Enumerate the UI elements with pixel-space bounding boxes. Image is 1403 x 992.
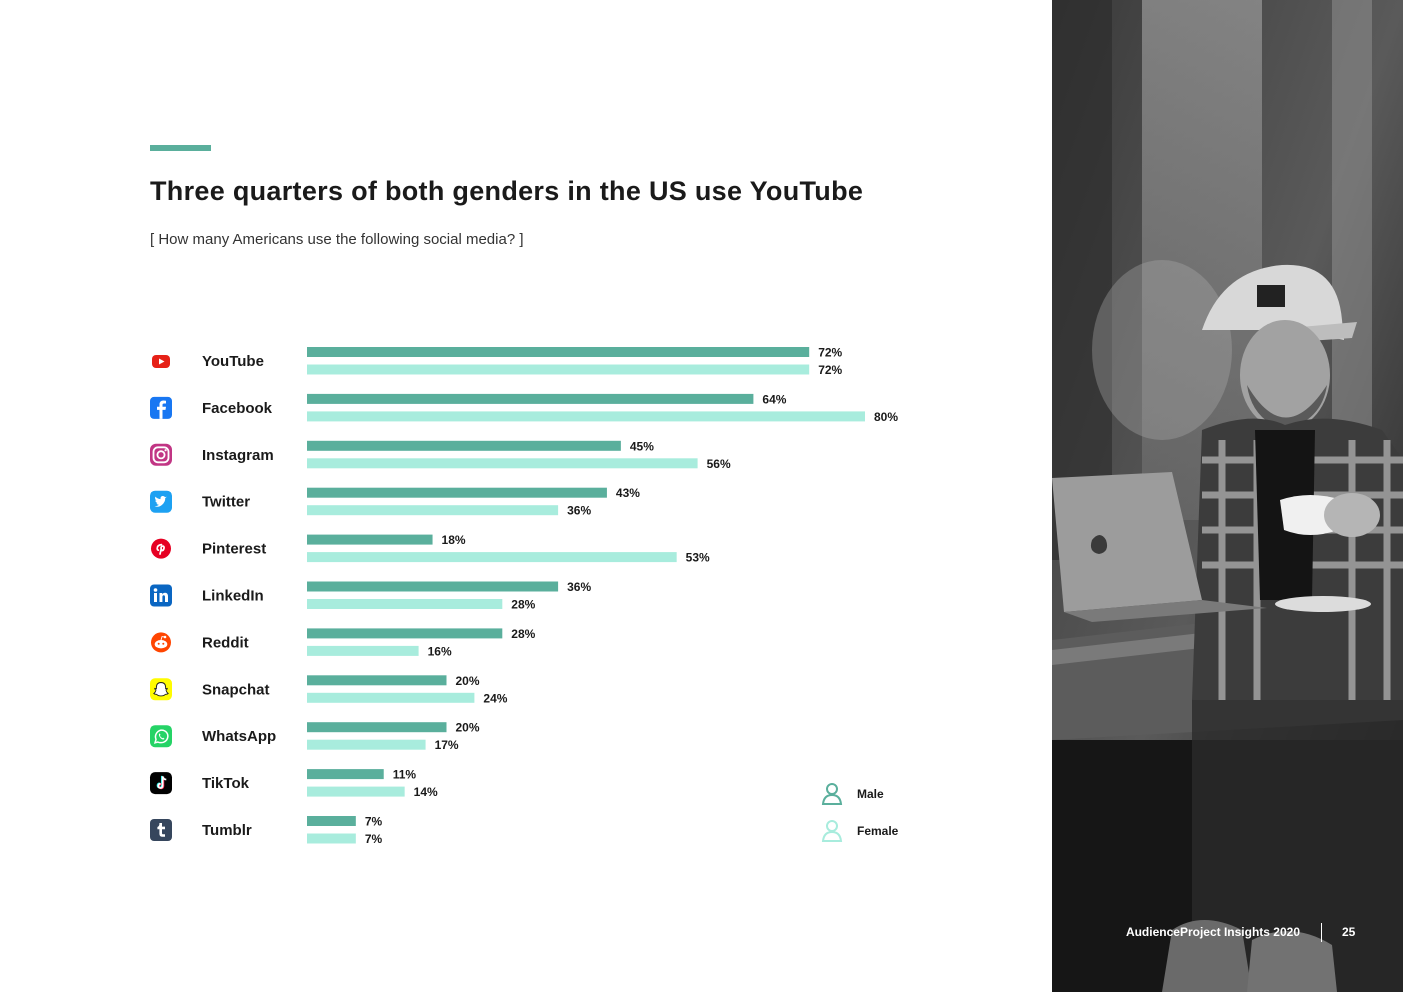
page-title: Three quarters of both genders in the US… (150, 176, 864, 206)
pinterest-icon (151, 538, 171, 559)
value-label: 7% (365, 832, 383, 846)
male-bar (307, 347, 810, 357)
value-label: 11% (393, 768, 417, 782)
female-person-icon (821, 820, 843, 842)
snapchat-icon (150, 678, 172, 701)
reddit-icon (151, 632, 171, 653)
tiktok-icon (150, 772, 172, 795)
female-bar (307, 739, 426, 750)
legend-label: Female (857, 824, 899, 838)
value-label: 28% (511, 598, 535, 612)
female-bar (307, 458, 698, 469)
value-label: 64% (762, 392, 786, 406)
female-bar (307, 552, 677, 563)
category-label: Tumblr (202, 822, 252, 839)
male-bar (307, 628, 503, 639)
category-label: Instagram (202, 447, 274, 464)
female-bar (307, 833, 356, 844)
title-accent-line (150, 145, 211, 151)
twitter-icon (150, 490, 172, 513)
value-label: 16% (428, 644, 452, 658)
youtube-icon (152, 355, 170, 368)
female-bar (307, 364, 810, 375)
whatsapp-icon (150, 725, 172, 748)
category-label: Pinterest (202, 541, 266, 558)
value-label: 43% (616, 486, 640, 500)
category-label: WhatsApp (202, 728, 276, 745)
category-label: LinkedIn (202, 588, 264, 605)
value-label: 53% (686, 551, 710, 565)
legend-label: Male (857, 787, 884, 801)
value-label: 18% (442, 533, 466, 547)
footer-divider (1321, 923, 1322, 942)
value-label: 7% (365, 815, 383, 829)
value-label: 24% (483, 691, 507, 705)
female-bar (307, 786, 405, 797)
facebook-icon (150, 396, 172, 419)
category-label: Facebook (202, 400, 273, 417)
female-bar (307, 645, 419, 656)
value-label: 56% (707, 457, 731, 471)
value-label: 72% (818, 346, 842, 360)
value-label: 28% (511, 627, 535, 641)
value-label: 72% (818, 363, 842, 377)
category-label: Snapchat (202, 681, 270, 698)
male-bar (307, 675, 447, 686)
page-number: 25 (1342, 925, 1356, 939)
value-label: 20% (456, 721, 480, 735)
value-label: 45% (630, 439, 654, 453)
value-label: 36% (567, 504, 591, 518)
male-bar (307, 393, 754, 404)
female-bar (307, 692, 475, 703)
category-label: TikTok (202, 775, 250, 792)
male-bar (307, 440, 621, 451)
category-label: Twitter (202, 494, 250, 511)
value-label: 36% (567, 580, 591, 594)
tumblr-icon (150, 819, 172, 841)
female-bar (307, 411, 865, 422)
male-bar (307, 534, 433, 545)
footer-brand: AudienceProject Insights 2020 (1125, 925, 1300, 939)
value-label: 17% (435, 738, 459, 752)
category-label: YouTube (202, 353, 264, 370)
female-bar (307, 505, 559, 516)
man-with-laptop-photo (1052, 0, 1403, 992)
category-label: Reddit (202, 634, 249, 651)
male-bar (307, 487, 607, 498)
value-label: 80% (874, 410, 898, 424)
male-bar (307, 581, 559, 592)
linkedin-icon (150, 584, 172, 607)
social-media-usage-chart: YouTube 72% 72% Facebook 64% 80% Instagram 45% 5… (150, 346, 899, 846)
female-bar (307, 599, 503, 609)
male-bar (307, 816, 356, 826)
page-subtitle: [ How many Americans use the following s… (150, 231, 524, 248)
value-label: 14% (414, 785, 438, 799)
male-bar (307, 722, 447, 733)
male-person-icon (821, 783, 843, 805)
instagram-icon (150, 443, 172, 466)
value-label: 20% (456, 674, 480, 688)
male-bar (307, 769, 384, 780)
